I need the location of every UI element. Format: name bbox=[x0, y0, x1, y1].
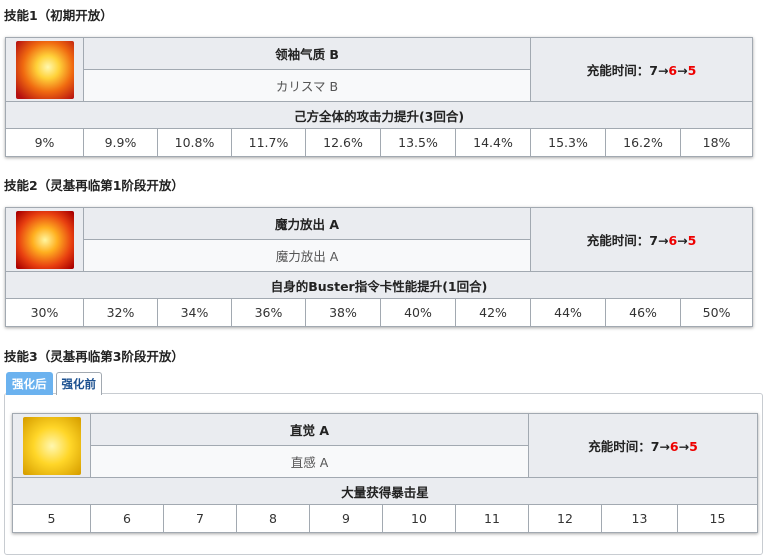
skill-heading: 技能3（灵基再临第3阶段开放） bbox=[4, 349, 184, 364]
level-value: 50% bbox=[680, 298, 754, 327]
buster-burst-icon bbox=[15, 210, 74, 269]
skill-icon-cell bbox=[5, 207, 84, 272]
skill3-tabs: 强化后 强化前 bbox=[6, 372, 102, 395]
cooldown-level10: 5 bbox=[687, 63, 697, 78]
level-value: 14.4% bbox=[454, 128, 532, 157]
arrow: → bbox=[677, 233, 688, 248]
level-value: 30% bbox=[5, 298, 84, 327]
star-sparkle-icon bbox=[22, 416, 81, 475]
level-value: 6 bbox=[90, 504, 164, 533]
skill-effect: 自身的Buster指令卡性能提升(1回合) bbox=[4, 271, 754, 299]
level-value: 18% bbox=[680, 128, 754, 157]
cooldown-level1: 7 bbox=[649, 63, 658, 78]
level-value: 32% bbox=[83, 298, 158, 327]
cooldown-level10: 5 bbox=[687, 233, 697, 248]
tab-enhanced-after[interactable]: 强化后 bbox=[6, 372, 53, 395]
arrow: → bbox=[657, 233, 669, 248]
level-value: 9.9% bbox=[83, 128, 158, 157]
skill-jp-name: 直感 A bbox=[90, 445, 529, 478]
cooldown-level6: 6 bbox=[669, 439, 679, 454]
level-value: 44% bbox=[530, 298, 607, 327]
cooldown: 充能时间：7→6→5 bbox=[530, 207, 754, 272]
skill-heading: 技能2（灵基再临第1阶段开放） bbox=[4, 178, 184, 193]
level-value: 15.3% bbox=[530, 128, 607, 157]
tab-enhanced-before[interactable]: 强化前 bbox=[55, 372, 102, 395]
arrow: → bbox=[678, 439, 690, 454]
level-value: 12 bbox=[528, 504, 602, 533]
level-value: 13 bbox=[601, 504, 678, 533]
level-value: 10 bbox=[382, 504, 456, 533]
skill-table: 魔力放出 A 充能时间：7→6→5 魔力放出 A 自身的Buster指令卡性能提… bbox=[4, 207, 754, 327]
level-value: 11.7% bbox=[231, 128, 306, 157]
cooldown: 充能时间：7→6→5 bbox=[527, 413, 759, 478]
cooldown-level6: 6 bbox=[668, 63, 678, 78]
level-value: 7 bbox=[163, 504, 237, 533]
cooldown-level1: 7 bbox=[650, 439, 660, 454]
level-value: 15 bbox=[676, 504, 759, 533]
skill-jp-name: 魔力放出 A bbox=[82, 239, 532, 272]
skill-name: 直觉 A bbox=[90, 413, 529, 446]
skill-table: 直觉 A 充能时间：7→6→5 直感 A 大量获得暴击星 5 6 7 8 9 10 11 12… bbox=[11, 413, 759, 533]
skill-name: 领袖气质 B bbox=[82, 37, 532, 70]
level-value: 38% bbox=[305, 298, 381, 327]
cooldown: 充能时间：7→6→5 bbox=[530, 37, 754, 102]
cooldown-label: 充能时间： bbox=[586, 233, 650, 248]
level-value: 9% bbox=[5, 128, 84, 157]
level-value: 5 bbox=[12, 504, 91, 533]
skill-icon-cell bbox=[5, 37, 84, 102]
level-value: 11 bbox=[455, 504, 529, 533]
level-value: 10.8% bbox=[157, 128, 232, 157]
arrow: → bbox=[677, 63, 688, 78]
skill-heading: 技能1（初期开放） bbox=[4, 8, 113, 23]
cooldown-level10: 5 bbox=[689, 439, 698, 454]
level-value: 8 bbox=[236, 504, 310, 533]
level-value: 40% bbox=[380, 298, 456, 327]
level-value: 46% bbox=[605, 298, 682, 327]
cooldown-level1: 7 bbox=[649, 233, 658, 248]
level-value: 16.2% bbox=[605, 128, 682, 157]
cooldown-level6: 6 bbox=[668, 233, 678, 248]
level-value: 34% bbox=[157, 298, 232, 327]
cooldown-label: 充能时间： bbox=[588, 439, 651, 454]
skill-name: 魔力放出 A bbox=[82, 207, 532, 240]
skill-effect: 己方全体的攻击力提升(3回合) bbox=[4, 101, 754, 129]
skill-icon-cell bbox=[12, 413, 91, 478]
level-value: 12.6% bbox=[305, 128, 381, 157]
cooldown-label: 充能时间： bbox=[586, 63, 650, 78]
skill-table: 领袖气质 B 充能时间：7→6→5 カリスマ B 己方全体的攻击力提升(3回合)… bbox=[4, 37, 754, 157]
level-value: 9 bbox=[309, 504, 383, 533]
arrow: → bbox=[657, 63, 669, 78]
arrow: → bbox=[659, 439, 670, 454]
skill-effect: 大量获得暴击星 bbox=[11, 477, 759, 505]
level-value: 36% bbox=[231, 298, 306, 327]
level-value: 42% bbox=[454, 298, 532, 327]
skill-jp-name: カリスマ B bbox=[82, 69, 532, 102]
level-value: 13.5% bbox=[380, 128, 456, 157]
sword-attack-up-icon bbox=[15, 40, 74, 99]
